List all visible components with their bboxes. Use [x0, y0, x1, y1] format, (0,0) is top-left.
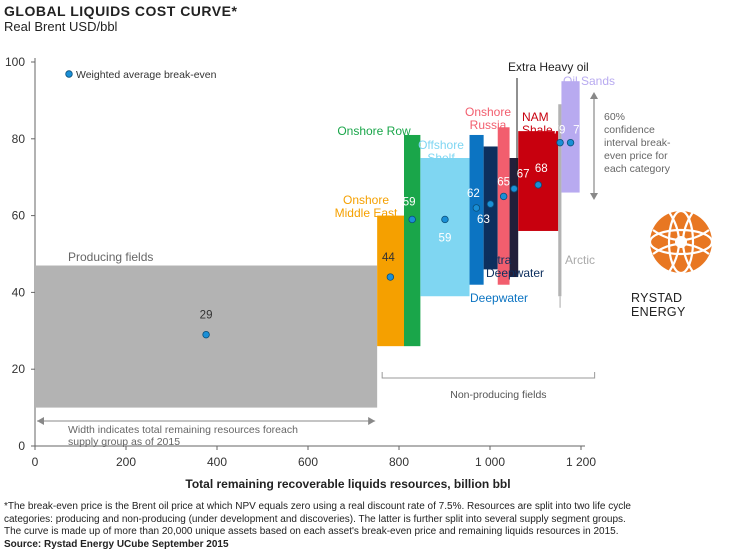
- footnote-line: *The break-even price is the Brent oil p…: [4, 501, 631, 512]
- bar-nam-shale: [518, 131, 559, 231]
- confidence-note: interval break-: [604, 137, 671, 149]
- category-label: Producing fields: [68, 250, 153, 264]
- bar-extra-heavy-oil: [509, 158, 519, 278]
- average-marker: [499, 192, 508, 201]
- confidence-note: even price for: [604, 150, 668, 162]
- legend-marker: [65, 70, 73, 78]
- width-note: supply group as of 2015: [68, 436, 180, 448]
- data-label: 29: [200, 310, 213, 322]
- category-label: Extra Heavy oil: [508, 60, 589, 74]
- category-label: Oil Sands: [563, 74, 615, 88]
- average-marker: [441, 215, 449, 224]
- width-note: Width indicates total remaining resource…: [68, 424, 298, 436]
- rystad-logo-icon: [645, 206, 717, 283]
- y-tick-label: 80: [12, 132, 26, 146]
- category-label: Onshore: [465, 105, 511, 119]
- data-label: 68: [535, 163, 548, 175]
- confidence-arrow-top: [590, 92, 598, 99]
- data-label: 79: [573, 125, 586, 137]
- category-label: Shale: [522, 123, 553, 137]
- chart-title: GLOBAL LIQUIDS COST CURVE*: [4, 3, 238, 19]
- category-label: NAM: [522, 110, 549, 124]
- non-producing-bracket: [381, 372, 596, 379]
- source-line: Source: Rystad Energy UCube September 20…: [4, 538, 229, 550]
- x-tick-label: 1 200: [566, 455, 596, 469]
- x-tick-label: 600: [298, 455, 318, 469]
- confidence-note: 60%: [604, 111, 625, 123]
- data-label: 59: [403, 196, 416, 208]
- category-label: Onshore Row: [337, 124, 411, 138]
- y-tick-label: 100: [5, 55, 25, 69]
- y-tick-label: 60: [12, 209, 26, 223]
- category-label: Russia: [470, 118, 507, 132]
- width-arrow-left-head: [37, 417, 44, 425]
- average-marker: [408, 215, 416, 224]
- average-marker: [202, 330, 210, 339]
- category-label: Shelf: [427, 151, 455, 165]
- confidence-note: confidence: [604, 124, 655, 136]
- data-label: 65: [497, 176, 510, 188]
- category-label: Deepwater: [470, 291, 528, 305]
- data-label: 79: [553, 125, 566, 137]
- category-label: Onshore: [343, 193, 389, 207]
- bar-offshore-shelf: [420, 158, 470, 297]
- category-label: Middle East: [335, 206, 398, 220]
- average-marker: [386, 273, 395, 281]
- footnote: *The break-even price is the Brent oil p…: [4, 501, 734, 551]
- footnote-line: categories: producing and non-producing …: [4, 513, 626, 525]
- bar-arctic: [558, 104, 562, 297]
- legend-label: Weighted average break-even: [76, 69, 217, 81]
- confidence-arrow-bottom: [590, 193, 598, 200]
- width-arrow-right-head: [368, 417, 376, 425]
- x-tick-label: 400: [207, 455, 227, 469]
- data-label: 59: [439, 232, 452, 244]
- average-marker: [472, 204, 481, 212]
- average-marker: [510, 185, 518, 193]
- bar-onshore-middle-east: [377, 215, 405, 347]
- rystad-logo-text: RYSTAD ENERGY: [631, 291, 686, 319]
- category-label: Ultra: [486, 253, 512, 267]
- average-marker: [486, 200, 495, 208]
- non-producing-label: Non-producing fields: [450, 389, 546, 401]
- y-tick-label: 20: [12, 362, 26, 376]
- average-marker: [534, 181, 542, 189]
- average-marker: [556, 138, 564, 147]
- confidence-note: each category: [604, 163, 671, 175]
- x-tick-label: 200: [116, 455, 136, 469]
- x-tick-label: 1 000: [475, 455, 505, 469]
- chart-subtitle: Real Brent USD/bbl: [4, 19, 118, 34]
- category-label: Arctic: [565, 253, 595, 267]
- data-label: 67: [517, 169, 530, 181]
- data-label: 62: [467, 188, 480, 200]
- average-marker: [566, 138, 575, 147]
- bar-ultra-deepwater: [483, 146, 498, 270]
- category-label: Deepwater: [486, 266, 544, 280]
- bar-onshore-row: [404, 134, 421, 347]
- data-label: 44: [382, 252, 395, 264]
- x-tick-label: 800: [389, 455, 409, 469]
- category-label: Offshore: [418, 138, 464, 152]
- footnote-line: The curve is made up of more than 20,000…: [4, 526, 619, 537]
- bar-onshore-russia: [497, 127, 510, 285]
- x-axis-label: Total remaining recoverable liquids reso…: [185, 477, 510, 491]
- bar-oil-sands: [561, 81, 580, 193]
- y-tick-label: 40: [12, 285, 26, 299]
- data-label: 63: [477, 214, 490, 226]
- x-tick-label: 0: [32, 455, 39, 469]
- y-tick-label: 0: [18, 439, 25, 453]
